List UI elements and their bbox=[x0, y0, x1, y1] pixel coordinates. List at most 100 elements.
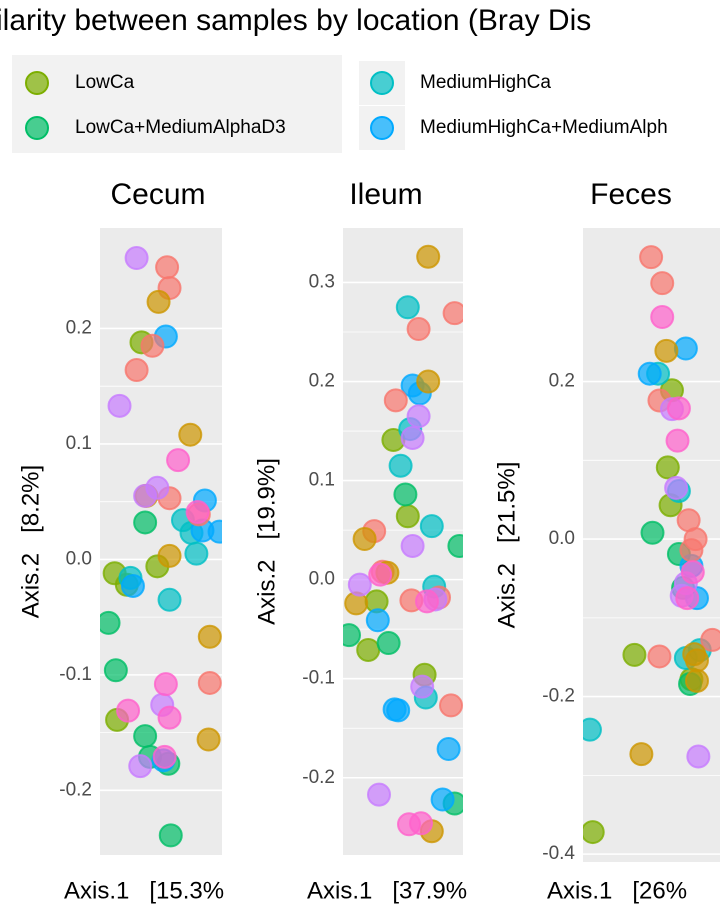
x-label-group: Axis.1 [15.3% bbox=[64, 877, 224, 904]
point bbox=[650, 304, 675, 329]
point bbox=[436, 737, 461, 762]
point bbox=[679, 538, 704, 563]
legend-label: LowCa bbox=[75, 72, 135, 93]
y-tick-label: -0.4 bbox=[542, 843, 575, 864]
point bbox=[686, 744, 711, 769]
y-tick-label: 0.1 bbox=[309, 470, 335, 491]
y-axis-label: Axis.2 [8.2%] bbox=[17, 465, 44, 618]
point bbox=[419, 514, 444, 539]
point bbox=[356, 637, 381, 662]
point bbox=[157, 587, 182, 612]
point bbox=[157, 705, 182, 730]
point bbox=[185, 500, 210, 525]
y-tick-label: -0.2 bbox=[59, 779, 92, 800]
y-tick-label: 0.0 bbox=[309, 569, 335, 590]
point bbox=[133, 510, 158, 535]
point bbox=[409, 811, 433, 836]
x-axis-label: Axis.1 [15.3% bbox=[64, 877, 224, 904]
point bbox=[664, 475, 689, 500]
point bbox=[386, 698, 411, 723]
point bbox=[640, 520, 665, 545]
legend-label: MediumHighCa+MediumAlph bbox=[420, 117, 668, 138]
legend-key bbox=[25, 71, 49, 95]
point bbox=[684, 668, 709, 693]
facet-title: Ileum bbox=[349, 178, 422, 211]
legend-key bbox=[370, 116, 394, 140]
point bbox=[116, 698, 141, 723]
point bbox=[178, 422, 203, 447]
point bbox=[197, 624, 222, 649]
y-tick-label: 0.0 bbox=[549, 528, 575, 549]
panel bbox=[343, 228, 463, 855]
y-tick-label: 0.3 bbox=[309, 271, 335, 292]
point bbox=[583, 717, 602, 742]
point bbox=[107, 393, 132, 418]
point bbox=[410, 674, 435, 699]
y-tick-label: 0.0 bbox=[66, 548, 92, 569]
point bbox=[439, 693, 463, 718]
point bbox=[155, 255, 180, 280]
point bbox=[700, 627, 720, 652]
point bbox=[666, 396, 691, 421]
y-tick-label: 0.2 bbox=[549, 371, 575, 392]
point bbox=[100, 610, 121, 635]
x-label-group: Axis.1 [26% bbox=[547, 877, 687, 904]
point bbox=[655, 455, 680, 480]
point bbox=[196, 727, 221, 752]
legend-label: MediumHighCa bbox=[420, 72, 551, 93]
point bbox=[639, 245, 664, 270]
point bbox=[368, 562, 393, 587]
x-axis-label: Axis.1 [37.9% bbox=[307, 877, 467, 904]
point bbox=[400, 425, 425, 450]
chart-title: ilarity between samples by location (Bra… bbox=[0, 4, 591, 37]
point bbox=[124, 246, 149, 271]
point bbox=[197, 670, 222, 695]
point bbox=[157, 543, 182, 568]
facet-title: Cecum bbox=[110, 178, 205, 211]
x-axis-label: Axis.1 [26% bbox=[547, 877, 687, 904]
y-axis-label: Axis.2 [19.9%] bbox=[253, 458, 280, 625]
point bbox=[650, 271, 675, 296]
point bbox=[128, 754, 153, 779]
y-tick-label: -0.1 bbox=[59, 664, 92, 685]
facet-title: Feces bbox=[590, 178, 672, 211]
point bbox=[395, 295, 420, 320]
legend-key bbox=[370, 71, 394, 95]
point bbox=[367, 782, 391, 807]
point bbox=[184, 541, 209, 566]
point bbox=[365, 608, 390, 633]
y-tick-label: 0.2 bbox=[66, 317, 92, 338]
y-tick-label: -0.2 bbox=[542, 686, 575, 707]
point bbox=[430, 787, 455, 812]
y-tick-label: -0.1 bbox=[302, 668, 335, 689]
point bbox=[447, 533, 463, 558]
point bbox=[124, 358, 149, 383]
point bbox=[158, 823, 183, 848]
y-axis-label: Axis.2 [21.5%] bbox=[493, 462, 520, 629]
panel bbox=[100, 228, 222, 855]
panel bbox=[583, 228, 720, 862]
point bbox=[416, 244, 441, 269]
point bbox=[395, 504, 420, 529]
point bbox=[415, 589, 439, 614]
point bbox=[583, 820, 605, 845]
legend-label: LowCa+MediumAlphaD3 bbox=[75, 117, 286, 138]
point bbox=[654, 338, 679, 363]
point bbox=[388, 453, 413, 478]
point bbox=[207, 519, 222, 544]
point bbox=[343, 623, 361, 648]
point bbox=[680, 560, 705, 585]
x-label-group: Axis.1 [37.9% bbox=[307, 877, 467, 904]
point bbox=[103, 658, 128, 683]
point bbox=[622, 642, 647, 667]
point bbox=[442, 301, 463, 326]
point bbox=[383, 388, 408, 413]
point bbox=[166, 448, 191, 473]
point bbox=[629, 742, 654, 767]
point bbox=[406, 404, 431, 429]
point bbox=[133, 724, 158, 749]
point bbox=[152, 744, 177, 769]
point bbox=[376, 631, 401, 656]
y-tick-label: 0.1 bbox=[66, 433, 92, 454]
